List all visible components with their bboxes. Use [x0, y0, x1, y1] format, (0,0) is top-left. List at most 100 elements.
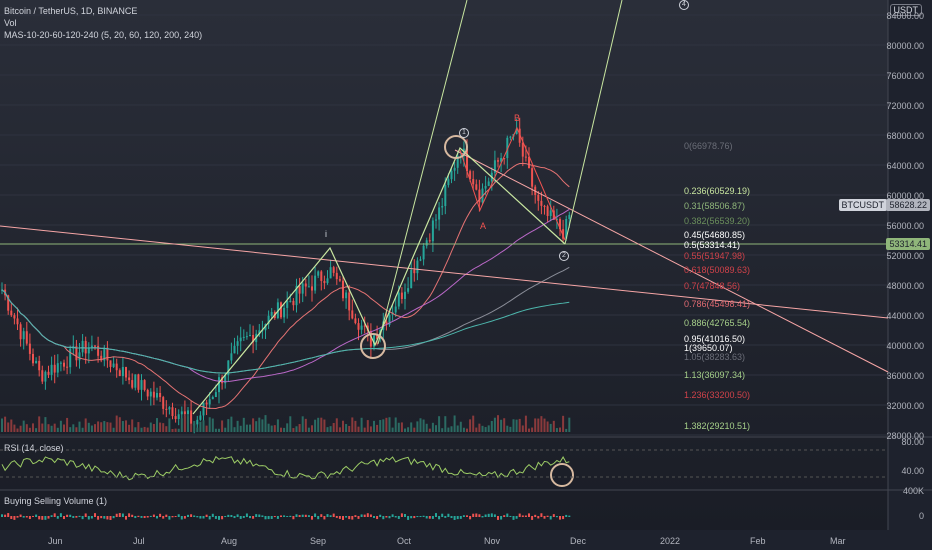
volume-bar — [295, 426, 298, 432]
trend-line — [0, 225, 889, 319]
symbol-title[interactable]: Bitcoin / TetherUS, 1D, BINANCE — [4, 6, 138, 16]
candle-body — [152, 391, 155, 398]
candle-body — [75, 346, 78, 361]
candle-body — [559, 219, 561, 230]
volume-bar — [559, 427, 561, 432]
bsv-bar — [295, 514, 298, 517]
candle-body — [469, 171, 472, 179]
volume-bar — [332, 422, 335, 432]
volume-bar — [131, 419, 134, 432]
bsv-bar — [16, 516, 19, 518]
bsv-bar — [273, 516, 276, 518]
bsv-bar — [59, 513, 62, 517]
volume-bar — [490, 420, 493, 432]
price-axis-label: 36000.00 — [886, 371, 924, 381]
volume-bar — [540, 416, 543, 432]
time-axis-label: 2022 — [660, 536, 681, 546]
volume-bar — [69, 427, 72, 432]
bsv-bar — [118, 513, 121, 517]
volume-bar — [149, 422, 152, 432]
volume-bar — [428, 428, 431, 432]
candle-body — [10, 310, 13, 316]
currency-button[interactable]: USDT — [889, 4, 922, 16]
volume-bar — [475, 427, 478, 432]
candle-body — [301, 283, 304, 294]
bsv-bar — [28, 516, 31, 520]
bsv-bar — [13, 516, 16, 520]
bsv-bar — [239, 516, 242, 519]
candle-body — [168, 407, 171, 410]
volume-bar — [140, 427, 143, 432]
bsv-bar — [53, 513, 56, 517]
candle-body — [252, 334, 255, 343]
volume-bar — [187, 416, 189, 432]
bsv-bar — [137, 515, 140, 517]
volume-bar — [493, 417, 496, 432]
volume-bar — [242, 417, 245, 432]
volume-bar — [524, 415, 527, 432]
channel-line — [564, 0, 623, 245]
volume-bar — [400, 422, 403, 432]
volume-bar — [202, 420, 205, 432]
volume-bar — [512, 419, 515, 432]
candle-body — [227, 360, 230, 376]
wave-label-1: 1 — [459, 128, 469, 138]
bsv-bar — [168, 516, 171, 520]
volume-bar — [230, 416, 233, 432]
bsv-bar — [264, 516, 267, 520]
volume-bar — [193, 420, 196, 432]
wave-label-i: i — [325, 229, 327, 239]
candle-body — [521, 142, 524, 157]
bsv-label[interactable]: Buying Selling Volume (1) — [4, 496, 108, 506]
bsv-bar — [115, 513, 118, 517]
volume-bar — [481, 425, 484, 432]
bsv-bar — [258, 514, 261, 517]
candle-body — [314, 275, 317, 291]
volume-bar — [323, 419, 326, 432]
bsv-bar — [270, 516, 273, 520]
rsi-label[interactable]: RSI (14, close) — [4, 443, 64, 453]
volume-bar — [174, 428, 177, 432]
volume-bar — [16, 428, 19, 432]
candle-body — [146, 389, 149, 397]
bsv-bar — [1, 514, 3, 517]
bsv-bar — [81, 516, 84, 520]
candle-body — [78, 352, 81, 361]
fib-level-label: 1.236(33200.50) — [684, 390, 751, 400]
volume-bar — [369, 426, 372, 432]
candle-body — [320, 271, 323, 281]
volume-bar — [466, 428, 468, 432]
volume-indicator-label[interactable]: Vol — [4, 18, 17, 28]
candle-body — [128, 377, 131, 381]
volume-bar — [63, 424, 65, 432]
bsv-bar — [208, 516, 211, 520]
bsv-bar — [90, 516, 93, 519]
volume-bar — [314, 419, 317, 432]
bsv-bar — [363, 514, 366, 517]
bsv-bar — [537, 516, 540, 519]
bsv-bar — [521, 515, 524, 517]
volume-bar — [180, 418, 183, 432]
price-axis-label: 80000.00 — [886, 41, 924, 51]
bsv-bar — [94, 513, 96, 517]
bsv-bar — [475, 513, 478, 517]
candle-body — [205, 402, 208, 405]
volume-bar — [568, 417, 571, 432]
price-axis-label: 68000.00 — [886, 131, 924, 141]
candle-body — [376, 335, 379, 339]
bsv-bar — [540, 513, 543, 517]
candle-body — [165, 408, 168, 410]
candle-body — [311, 286, 313, 291]
bsv-bar — [444, 516, 447, 518]
candle-body — [236, 341, 239, 346]
bsv-axis-0: 0 — [918, 511, 924, 521]
candle-body — [41, 370, 44, 382]
volume-bar — [447, 427, 450, 432]
volume-bar — [379, 420, 382, 432]
moving-averages-label[interactable]: MAS-10-20-60-120-240 (5, 20, 60, 120, 20… — [4, 30, 203, 40]
volume-bar — [497, 415, 499, 432]
candle-body — [546, 206, 549, 216]
candle-body — [363, 325, 366, 327]
candle-body — [190, 410, 193, 425]
